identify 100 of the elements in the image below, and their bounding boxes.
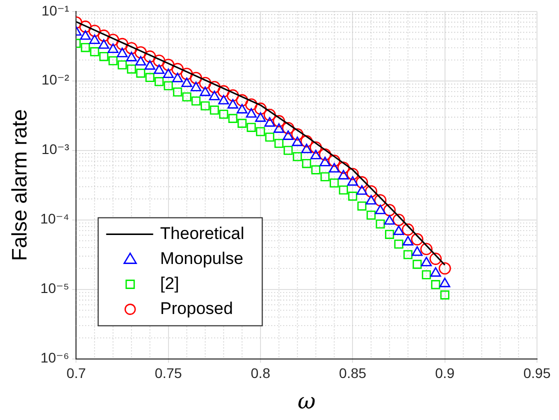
point <box>348 192 358 201</box>
point <box>116 38 128 50</box>
point <box>154 77 164 86</box>
point <box>226 89 240 102</box>
point <box>393 226 404 236</box>
point <box>357 202 366 211</box>
point <box>274 123 284 133</box>
y-tick-label: 10⁻⁶ <box>40 350 70 366</box>
point <box>420 242 433 256</box>
point <box>88 24 101 37</box>
point <box>356 185 368 195</box>
point <box>126 52 137 62</box>
point <box>171 62 184 76</box>
point <box>236 104 248 114</box>
point <box>182 92 192 102</box>
point <box>80 30 91 40</box>
point <box>264 108 276 122</box>
point <box>274 138 284 148</box>
point <box>199 76 212 90</box>
point <box>301 144 312 154</box>
point <box>356 176 368 188</box>
point <box>106 34 120 46</box>
point <box>394 240 404 249</box>
point <box>162 68 174 78</box>
point <box>136 68 146 78</box>
point <box>218 94 230 104</box>
point <box>376 219 385 229</box>
point <box>164 81 173 90</box>
y-tick-label: 10⁻² <box>42 72 70 88</box>
y-tick-label: 10⁻⁵ <box>40 280 70 296</box>
point <box>190 72 202 84</box>
x-tick-label: 0.75 <box>154 365 182 382</box>
point <box>135 56 146 66</box>
point <box>292 152 302 162</box>
point <box>440 290 450 300</box>
point <box>90 47 100 56</box>
point <box>310 150 322 160</box>
point <box>346 168 359 180</box>
point <box>385 230 394 239</box>
point <box>125 42 138 54</box>
x-axis-title: ω <box>298 390 316 415</box>
point <box>330 178 339 188</box>
point <box>366 210 376 220</box>
x-tick-label: 0.85 <box>339 365 367 382</box>
point <box>384 215 395 225</box>
y-tick-label: 10⁻⁴ <box>40 210 70 227</box>
y-axis-title: False alarm rate <box>8 109 32 261</box>
point <box>79 20 92 33</box>
point <box>126 64 136 74</box>
point <box>173 87 182 97</box>
point <box>255 112 266 122</box>
y-tick-label: 10⁻¹ <box>42 2 70 18</box>
legend-label: Proposed <box>160 298 233 318</box>
point <box>403 250 413 260</box>
point <box>246 122 256 132</box>
point <box>282 130 294 140</box>
point <box>228 114 238 123</box>
point <box>284 146 293 155</box>
point <box>116 48 128 58</box>
point <box>302 159 312 168</box>
point <box>402 223 414 236</box>
point <box>180 68 193 80</box>
point <box>383 204 396 216</box>
point <box>328 162 340 173</box>
point <box>80 42 90 52</box>
point <box>210 106 219 115</box>
point <box>118 60 127 70</box>
point <box>209 90 220 100</box>
legend-label: Monopulse <box>160 248 244 268</box>
point <box>245 98 258 111</box>
point <box>227 99 238 109</box>
x-tick-label: 0.95 <box>523 365 551 382</box>
point <box>200 86 211 96</box>
point <box>422 270 431 280</box>
point <box>310 141 322 154</box>
point <box>145 72 154 82</box>
point <box>320 156 330 166</box>
point <box>374 204 386 214</box>
point <box>98 30 110 42</box>
point <box>402 236 414 246</box>
point <box>337 162 350 174</box>
point <box>338 170 349 180</box>
point <box>420 256 432 266</box>
point <box>328 154 340 167</box>
point <box>172 72 183 82</box>
point <box>144 60 156 70</box>
point <box>200 101 210 110</box>
point <box>219 110 228 119</box>
point <box>431 280 440 290</box>
point <box>154 64 165 74</box>
point <box>438 262 451 275</box>
point <box>291 128 304 140</box>
point <box>238 118 247 128</box>
point <box>108 43 118 53</box>
point <box>108 56 118 66</box>
point <box>320 172 330 182</box>
y-tick-label: 10⁻³ <box>42 141 70 158</box>
point <box>217 85 230 98</box>
point <box>282 122 294 134</box>
point <box>412 246 423 256</box>
